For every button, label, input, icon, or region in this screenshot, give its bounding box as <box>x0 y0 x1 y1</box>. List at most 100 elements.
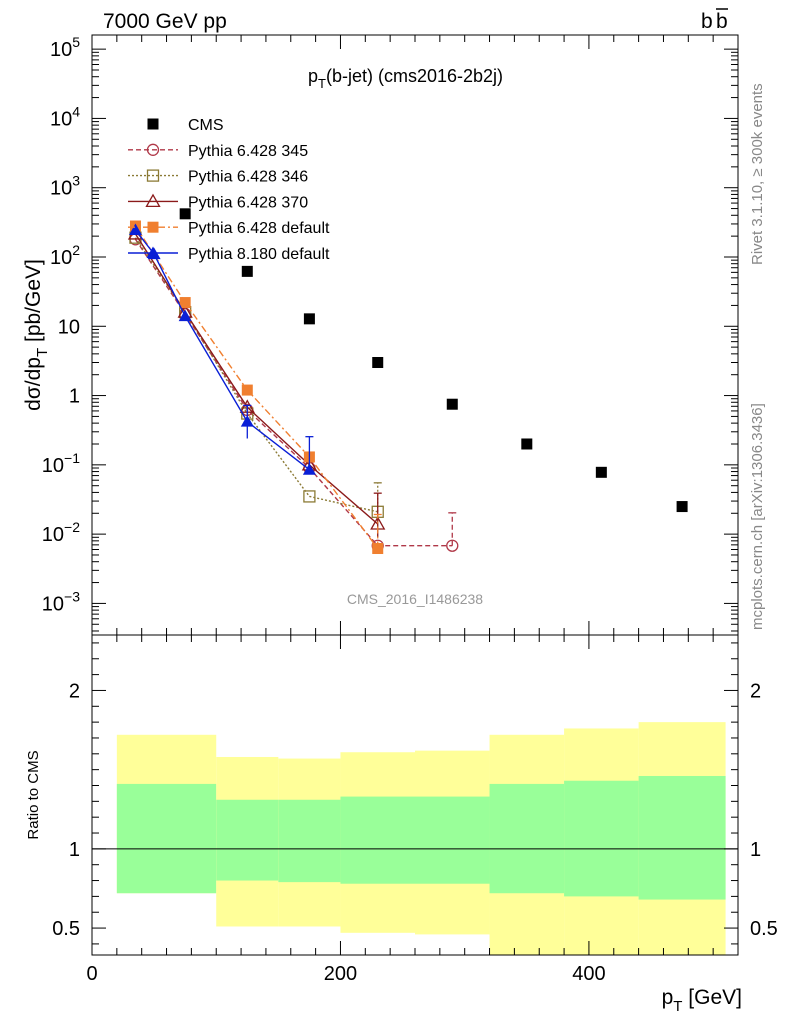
svg-text:dσ/dpT [pb/GeV]: dσ/dpT [pb/GeV] <box>22 259 51 411</box>
point-cms <box>241 265 253 277</box>
legend-entry-py370: Pythia 6.428 370 <box>128 193 308 211</box>
legend-entry-cms: CMS <box>147 117 224 134</box>
legend: CMS Pythia 6.428 345 Pythia 6.428 346 Pythi… <box>128 117 330 263</box>
point-py345 <box>446 539 459 552</box>
process-label: b b <box>701 8 728 33</box>
y-tick-label: 10−3 <box>42 588 80 615</box>
point-py8def <box>178 309 192 322</box>
legend-marker-cms <box>147 118 159 130</box>
legend-label: Pythia 6.428 346 <box>188 169 308 186</box>
point-py6def <box>241 384 253 396</box>
xlabel-sub: T <box>673 998 682 1015</box>
band-green <box>489 783 565 894</box>
ylabel-pre: dσ/dp <box>22 357 45 411</box>
point-py8def <box>240 415 254 427</box>
ratio-panel: 2 1 0.5 2 1 0.5 0 200 400 Ratio to CMS pT [GeV] <box>25 634 778 1015</box>
series-layer <box>127 208 688 555</box>
x-axis-label: pT [GeV] <box>662 986 742 1015</box>
rivet-label: Rivet 3.1.10, ≥ 300k events <box>749 83 766 265</box>
point-cms <box>372 357 384 369</box>
legend-entry-py345: Pythia 6.428 345 <box>128 143 308 160</box>
main-title: pT(b-jet) (cms2016-2b2j) <box>308 66 503 91</box>
series-line-py370 <box>134 233 379 525</box>
ylabel-post: [pb/GeV] <box>22 259 45 348</box>
band-green <box>340 796 415 884</box>
ratio-y-tick-label: 0.5 <box>52 918 80 940</box>
ratio-y-label: Ratio to CMS <box>25 750 42 839</box>
band-green <box>278 799 341 883</box>
ylabel-sub: T <box>34 348 51 357</box>
legend-marker-py8def <box>146 246 160 258</box>
x-tick-label: 400 <box>572 963 605 985</box>
svg-text:pT(b-jet) (cms2016-2b2j): pT(b-jet) (cms2016-2b2j) <box>308 66 503 91</box>
title-rest: (b-jet) (cms2016-2b2j) <box>326 66 503 86</box>
ratio-y-tick-label: 2 <box>69 680 80 702</box>
legend-label: Pythia 8.180 default <box>188 246 330 263</box>
y-tick-label: 103 <box>50 173 80 200</box>
legend-label: Pythia 6.428 370 <box>188 194 308 211</box>
point-cms <box>179 208 191 220</box>
legend-marker-py6def <box>147 221 159 233</box>
band-green <box>216 799 279 881</box>
point-py8def <box>128 223 142 236</box>
legend-label: CMS <box>188 117 224 134</box>
legend-entry-py6def: Pythia 6.428 default <box>128 220 330 237</box>
series-py346 <box>129 231 384 518</box>
ratio-y-tick-label: 1 <box>69 839 80 861</box>
point-cms <box>676 501 688 513</box>
legend-entry-py346: Pythia 6.428 346 <box>128 169 308 186</box>
band-green <box>415 796 490 884</box>
svg-text:pT [GeV]: pT [GeV] <box>662 986 742 1015</box>
legend-marker-py346 <box>146 169 160 182</box>
legend-label: Pythia 6.428 default <box>188 220 330 237</box>
y-tick-label: 102 <box>50 242 80 269</box>
band-green <box>116 783 217 894</box>
series-cms <box>179 208 688 513</box>
y-tick-label: 1 <box>69 386 80 408</box>
main-y-label: dσ/dpT [pb/GeV] <box>22 259 51 411</box>
watermark: CMS_2016_I1486238 <box>347 591 483 607</box>
band-green <box>564 780 639 897</box>
point-cms <box>595 466 607 478</box>
point-py8def <box>302 463 316 475</box>
y-tick-label: 10 <box>58 316 80 338</box>
process-label-b: b <box>701 10 713 33</box>
y-tick-label: 105 <box>50 34 80 61</box>
x-tick-label: 0 <box>86 963 97 985</box>
point-py346 <box>303 490 316 503</box>
ratio-y-axis: 2 1 0.5 2 1 0.5 <box>52 642 778 945</box>
title-sub: T <box>318 76 326 91</box>
series-line-py345 <box>134 238 453 547</box>
ratio-y-tick-label-right: 2 <box>750 680 761 702</box>
point-cms <box>521 438 533 450</box>
y-tick-label: 10−1 <box>42 450 80 477</box>
title-p: p <box>308 66 318 86</box>
y-tick-label: 104 <box>50 103 80 130</box>
ratio-y-tick-label-right: 0.5 <box>750 918 778 940</box>
series-line-py6def <box>134 225 379 549</box>
y-tick-label: 10−2 <box>42 519 80 546</box>
energy-label: 7000 GeV pp <box>103 10 227 33</box>
uncertainty-bands <box>116 722 726 955</box>
ratio-x-axis: 0 200 400 <box>86 635 739 985</box>
series-py370 <box>127 226 386 538</box>
main-x-axis <box>91 35 739 635</box>
point-py6def <box>372 543 384 555</box>
point-cms <box>446 398 458 410</box>
point-cms <box>303 313 315 325</box>
series-line-py346 <box>134 237 378 513</box>
legend-entry-py8def: Pythia 8.180 default <box>128 246 330 263</box>
x-tick-label: 200 <box>324 963 357 985</box>
legend-marker-py370 <box>145 193 161 208</box>
xlabel-post: [GeV] <box>682 986 742 1009</box>
process-label-bbar: b <box>716 10 728 33</box>
band-green <box>638 775 726 900</box>
series-py345 <box>129 233 459 552</box>
mcplots-label: mcplots.cern.ch [arXiv:1306.3436] <box>749 403 766 630</box>
ratio-y-tick-label-right: 1 <box>750 839 761 861</box>
legend-marker-py345 <box>146 143 160 156</box>
xlabel-pre: p <box>662 986 674 1009</box>
